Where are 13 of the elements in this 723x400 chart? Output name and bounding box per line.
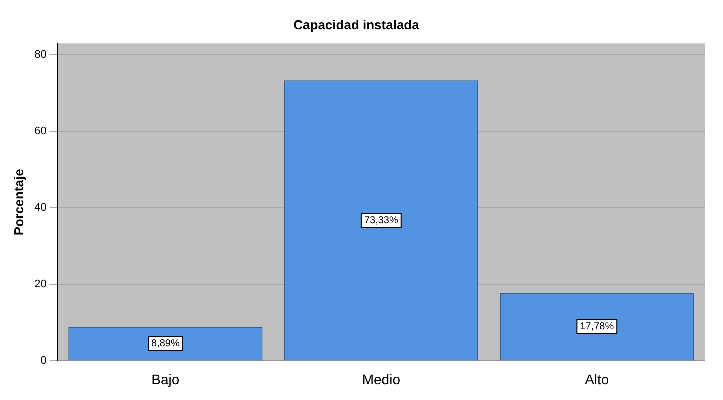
y-tick-label: 60 <box>34 126 47 138</box>
y-tick-label: 20 <box>34 278 47 291</box>
data-label: 8,89% <box>152 338 180 350</box>
y-tick-label: 80 <box>34 49 47 62</box>
data-label: 17,78% <box>580 322 614 333</box>
y-tick-label: 40 <box>34 202 47 214</box>
chart-title: Capacidad instalada <box>294 17 420 32</box>
y-tick-label: 0 <box>40 355 47 368</box>
x-tick-label: Alto <box>585 371 610 388</box>
x-tick-label: Medio <box>362 371 401 388</box>
y-axis-title: Porcentaje <box>11 169 26 236</box>
x-tick-label: Bajo <box>152 371 180 388</box>
data-label: 73,33% <box>364 215 398 226</box>
